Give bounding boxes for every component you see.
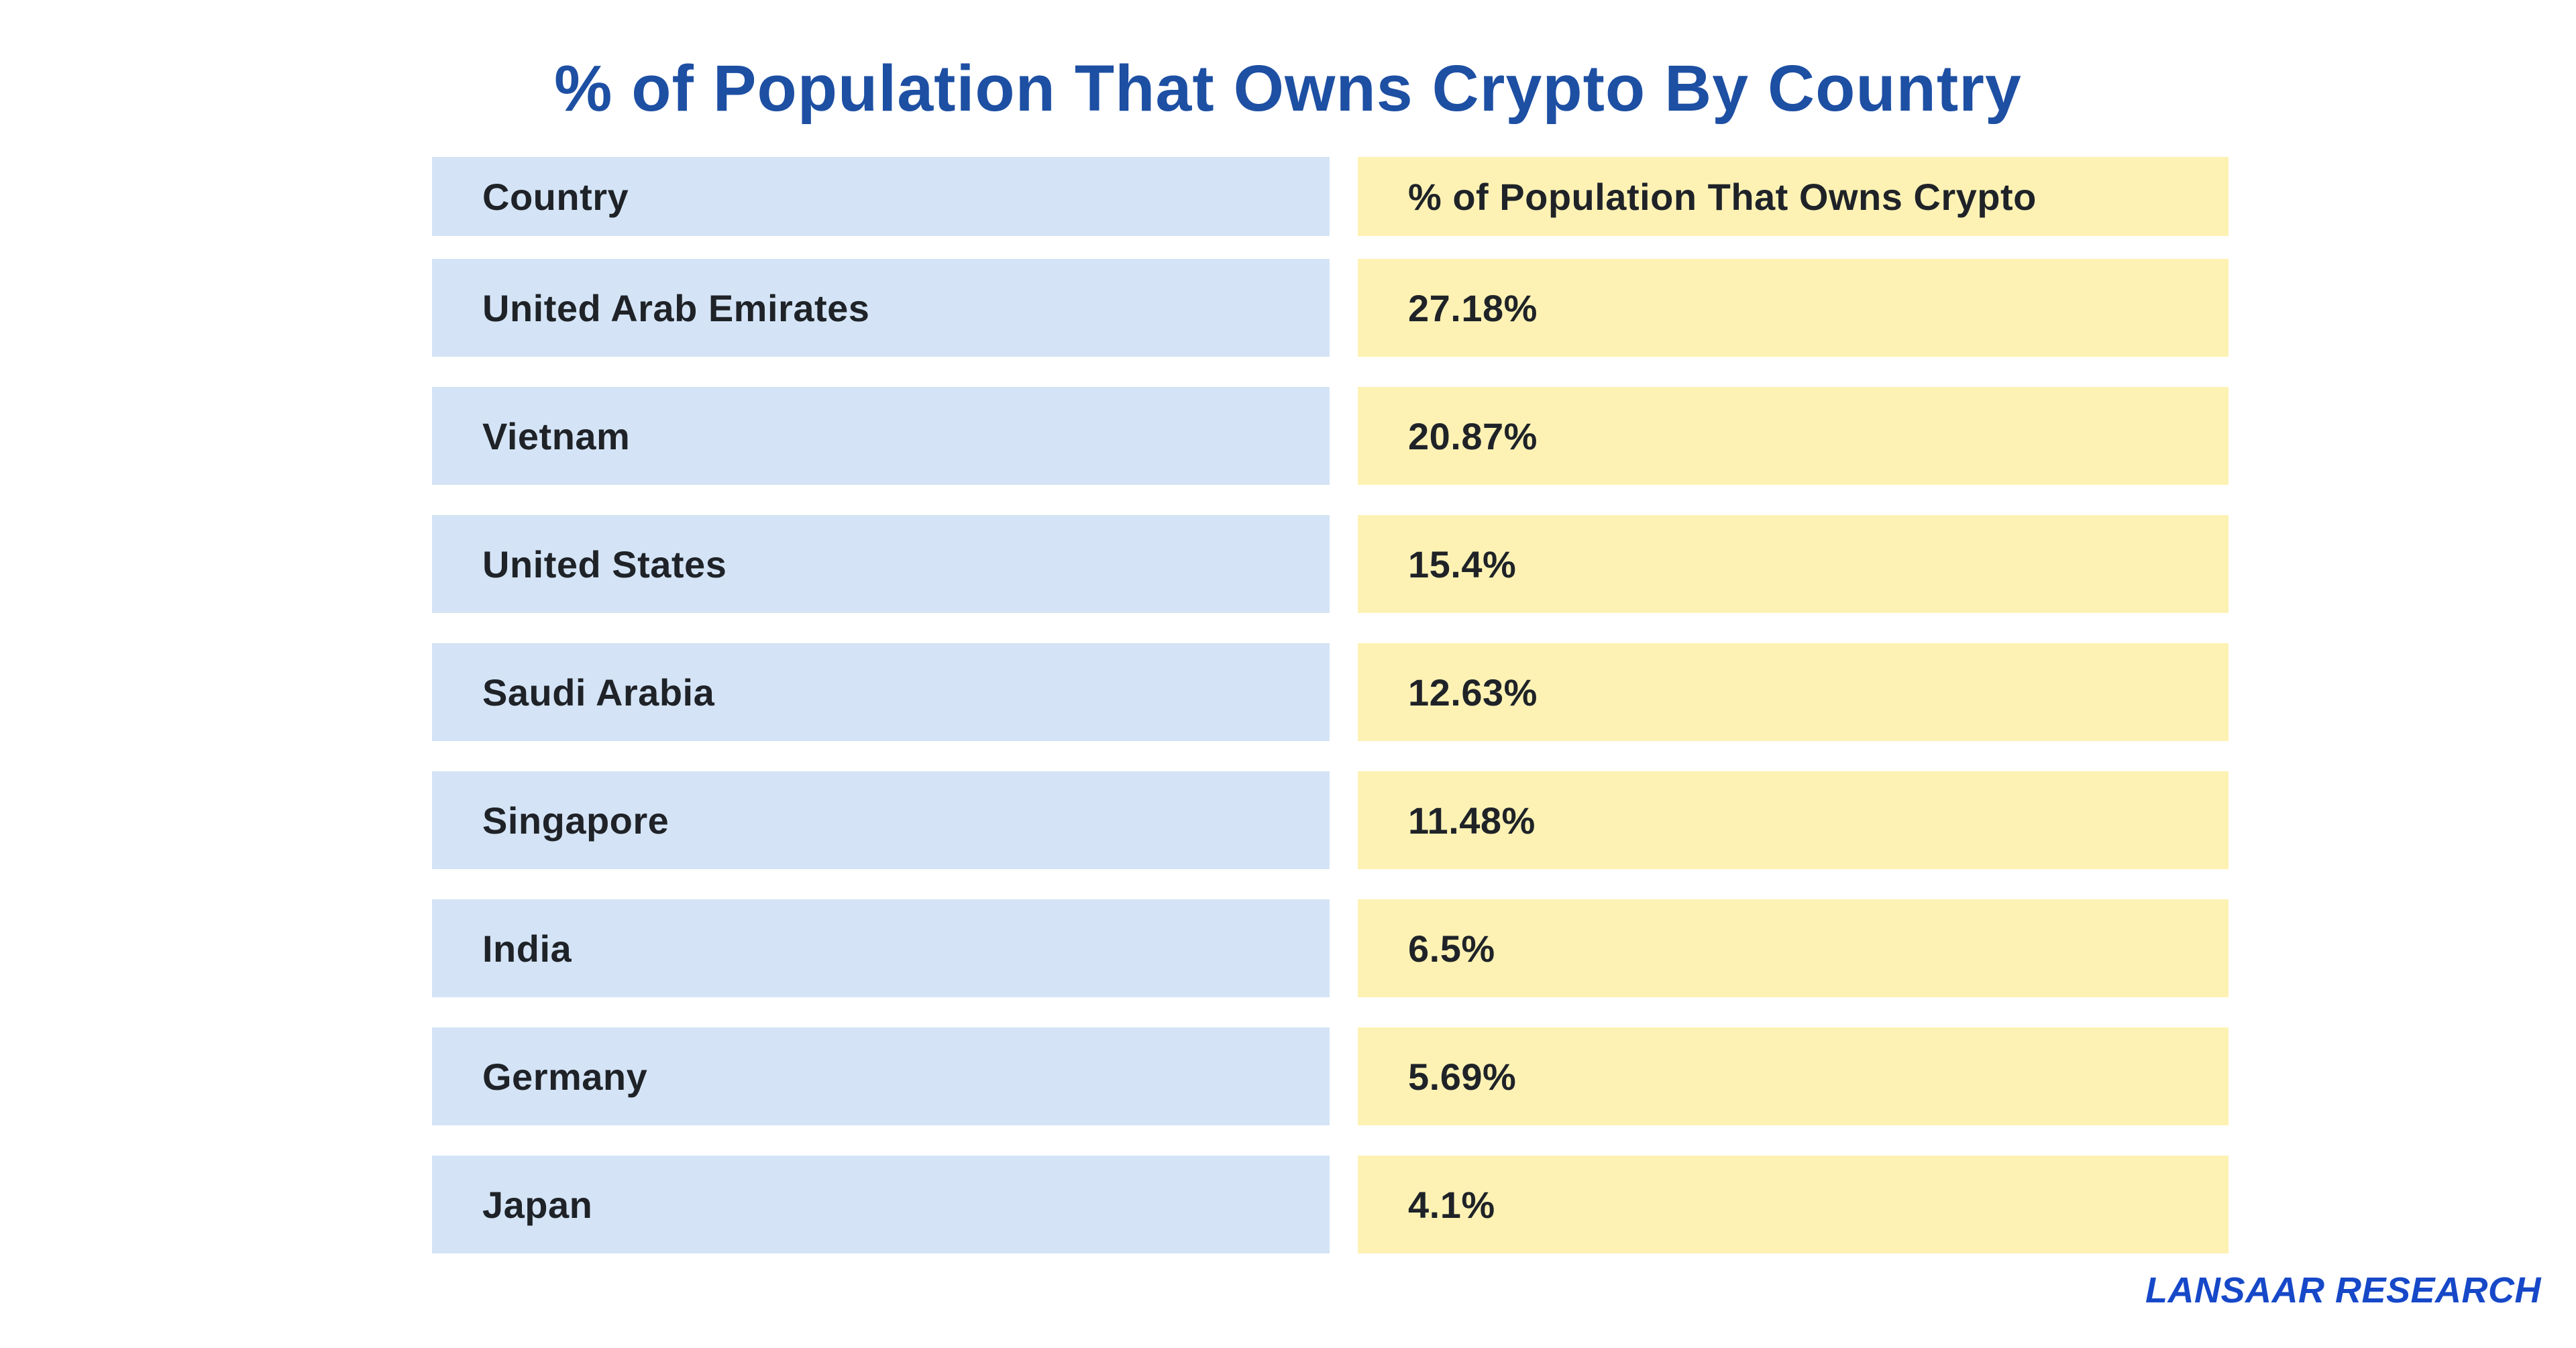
country-cell: India	[432, 899, 1330, 997]
country-cell: Saudi Arabia	[432, 643, 1330, 741]
value-cell: 11.48%	[1358, 771, 2229, 869]
table-row: India 6.5%	[432, 899, 2229, 997]
table-row: Saudi Arabia 12.63%	[432, 643, 2229, 741]
country-cell: Germany	[432, 1027, 1330, 1125]
table-row: Vietnam 20.87%	[432, 387, 2229, 485]
country-cell: United Arab Emirates	[432, 259, 1330, 357]
table-row: Japan 4.1%	[432, 1156, 2229, 1253]
value-cell: 27.18%	[1358, 259, 2229, 357]
value-cell: 20.87%	[1358, 387, 2229, 485]
header-value-cell: % of Population That Owns Crypto	[1358, 157, 2229, 236]
value-cell: 4.1%	[1358, 1156, 2229, 1253]
value-cell: 15.4%	[1358, 515, 2229, 613]
page-title: % of Population That Owns Crypto By Coun…	[554, 52, 2022, 125]
crypto-ownership-table: Country % of Population That Owns Crypto…	[432, 157, 2229, 1253]
table-row: United States 15.4%	[432, 515, 2229, 613]
table-row: Germany 5.69%	[432, 1027, 2229, 1125]
table-header-row: Country % of Population That Owns Crypto	[432, 157, 2229, 236]
country-cell: Vietnam	[432, 387, 1330, 485]
country-cell: United States	[432, 515, 1330, 613]
table-row: Singapore 11.48%	[432, 771, 2229, 869]
country-cell: Singapore	[432, 771, 1330, 869]
table-row: United Arab Emirates 27.18%	[432, 259, 2229, 357]
value-cell: 12.63%	[1358, 643, 2229, 741]
brand-watermark: LANSAAR RESEARCH	[2145, 1270, 2541, 1310]
header-country-cell: Country	[432, 157, 1330, 236]
country-cell: Japan	[432, 1156, 1330, 1253]
value-cell: 5.69%	[1358, 1027, 2229, 1125]
value-cell: 6.5%	[1358, 899, 2229, 997]
